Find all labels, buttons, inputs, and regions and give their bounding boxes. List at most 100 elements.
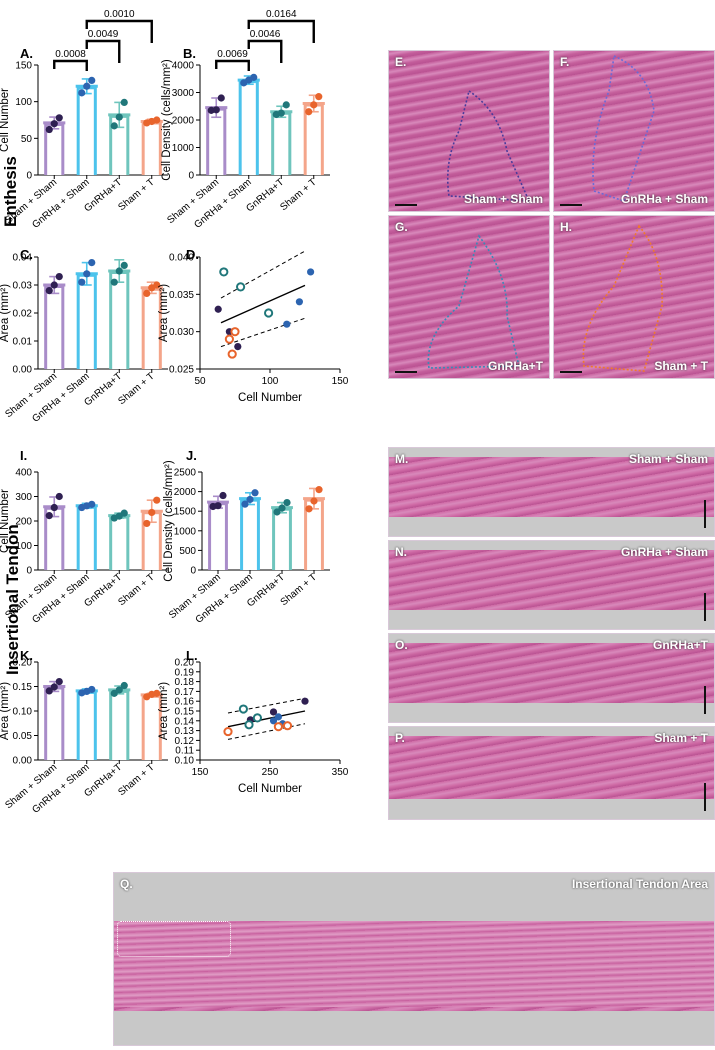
data-point (273, 508, 281, 516)
bar-inner (47, 288, 62, 369)
panel-letter: K. (20, 648, 33, 663)
bar-inner (144, 697, 159, 760)
data-point (45, 512, 53, 520)
bar-inner (144, 124, 159, 175)
bar-inner (47, 125, 62, 175)
data-point (45, 125, 53, 134)
image-panel-letter: G. (395, 220, 408, 234)
scale-bar (704, 686, 706, 714)
y-tick-label: 2500 (174, 468, 197, 479)
bar-inner (47, 509, 62, 570)
y-tick-label: 0.01 (13, 337, 33, 348)
data-point (115, 686, 123, 694)
bar-inner (112, 692, 127, 760)
histology-image-p: P. Sham + T (388, 726, 715, 820)
data-point (277, 109, 285, 117)
p-value-label: 0.0164 (266, 9, 297, 20)
x-tick-label: Sham + T (279, 572, 319, 608)
section-label-enthesis: Enthesis (1, 156, 20, 227)
y-tick-label: 0.00 (13, 756, 33, 767)
data-point (50, 503, 58, 512)
image-panel-letter: H. (560, 220, 572, 234)
y-tick-label: 150 (15, 61, 32, 72)
data-point (143, 519, 151, 528)
data-point (315, 486, 323, 494)
y-tick-label: 0.04 (13, 253, 33, 264)
image-caption: GnRHa + Sham (620, 545, 708, 559)
data-point (120, 261, 128, 269)
data-point (315, 93, 323, 101)
image-panel-letter: N. (395, 545, 407, 559)
y-tick-label: 0.03 (13, 281, 33, 292)
y-tick-label: 50 (21, 134, 33, 145)
y-tick-label: 0.030 (169, 327, 194, 338)
data-point (278, 504, 286, 512)
image-caption: GnRHa + Sham (620, 192, 708, 206)
scale-bar (395, 204, 417, 206)
data-point (214, 502, 222, 510)
y-tick-label: 1000 (172, 143, 195, 154)
x-tick-label: 100 (262, 376, 279, 387)
x-tick-label: Sham + T (116, 371, 156, 407)
significance-bracket (85, 39, 121, 63)
bar-inner (306, 106, 321, 175)
p-value-label: 0.0046 (250, 29, 281, 40)
slide-background (114, 1010, 714, 1045)
x-tick-label: GnRHa + Sham (192, 177, 253, 231)
enthesis-region-outline (582, 224, 663, 372)
slide-background (389, 634, 714, 643)
bar-inner (144, 290, 159, 369)
image-caption: Sham + Sham (463, 192, 543, 206)
chart-panel-l: L.0.100.110.120.130.140.150.160.170.180.… (158, 648, 349, 795)
y-tick-label: 0.05 (13, 731, 33, 742)
y-tick-label: 100 (15, 97, 32, 108)
bar-inner (144, 514, 159, 570)
enthesis-region-outline (592, 54, 655, 203)
panel-letter: J. (186, 448, 197, 463)
image-panel-letter: E. (395, 55, 407, 69)
y-tick-label: 0.16 (175, 697, 195, 708)
image-caption: GnRHa+T (487, 359, 543, 373)
scale-bar (704, 783, 706, 811)
bar-inner (274, 114, 289, 175)
slide-background (389, 798, 714, 819)
y-tick-label: 0.19 (175, 667, 195, 678)
histology-image-q: Q. Insertional Tendon Area (113, 872, 715, 1046)
scatter-point (252, 713, 262, 723)
y-axis-label: Cell Number (0, 489, 11, 553)
data-point (219, 491, 227, 500)
y-tick-label: 200 (15, 517, 32, 528)
region-outline (582, 224, 663, 372)
data-point (212, 106, 220, 114)
histology-image-h: H. Sham + T (553, 215, 715, 379)
chart-panel-d: D. 0.025 0.030 0.035 0.040 Area (mm²) 50 100 150… (158, 247, 349, 404)
significance-bracket (53, 59, 88, 71)
data-point (55, 273, 63, 281)
scale-bar (704, 593, 706, 621)
bar-inner (307, 501, 321, 570)
scatter-point (227, 349, 237, 359)
y-tick-label: 0.00 (13, 365, 33, 376)
image-caption: Sham + T (654, 359, 708, 373)
data-point (143, 289, 151, 297)
x-tick-label: GnRHa + Sham (30, 371, 91, 425)
data-point (115, 267, 123, 275)
data-point (115, 113, 123, 121)
significance-bracket (247, 39, 283, 63)
scatter-point (234, 343, 242, 351)
data-point (120, 509, 128, 517)
bar-inner (47, 689, 62, 760)
section-label-insertional-tendon: Insertional Tendon (3, 524, 22, 675)
bar-inner (112, 518, 127, 570)
data-point (153, 116, 161, 124)
insertional-area-outline (117, 921, 231, 957)
p-value-label: 0.0008 (55, 49, 86, 60)
p-value-label: 0.0069 (217, 49, 248, 60)
panel-letter: L. (186, 648, 198, 663)
